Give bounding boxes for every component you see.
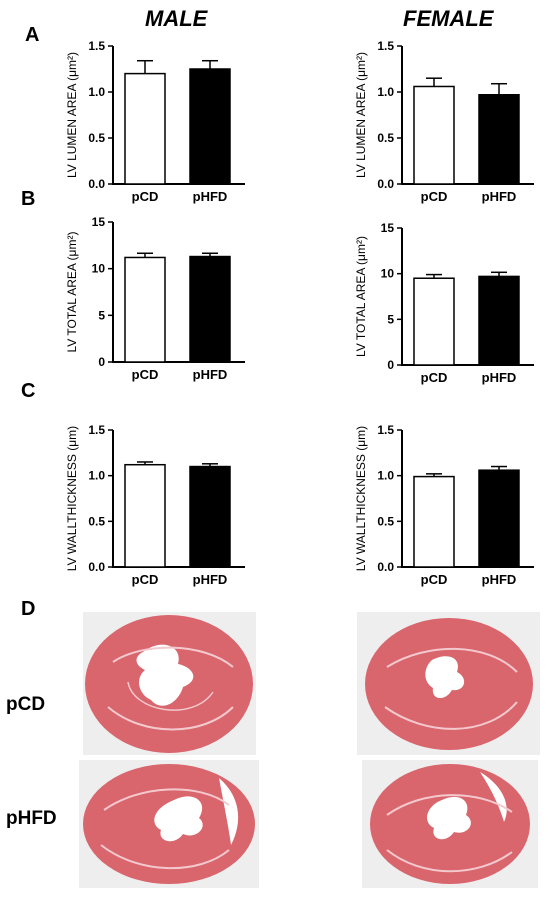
total-female-category-label: pHFD <box>482 370 517 385</box>
wall-male-y-tick-label: 1.5 <box>88 423 105 437</box>
lumen-female-bar-pCD <box>413 85 455 185</box>
panel-letter-a: A <box>25 24 40 46</box>
lumen-female-y-axis-title: LV LUMEN AREA (μm²) <box>354 52 368 178</box>
total-male-category-label: pHFD <box>193 367 228 382</box>
total-male-y-tick-label: 0 <box>98 355 105 369</box>
wall-female-y-tick-label: 0.5 <box>377 514 394 528</box>
total-female-y-tick-label: 10 <box>381 267 395 281</box>
histology-row-label-phfd: pHFD <box>6 808 57 829</box>
lumen-male-bar-pHFD <box>189 68 231 185</box>
lumen-male-y-tick-label: 0.5 <box>88 131 105 145</box>
total-male-bar-pCD <box>124 256 166 363</box>
wall-female-bar-pHFD <box>478 469 520 568</box>
wall-female-bar-pCD <box>413 475 455 568</box>
wall-male-category-label: pHFD <box>193 572 228 587</box>
wall-female-y-tick-label: 1.5 <box>377 423 394 437</box>
wall-male-y-tick-label: 1.0 <box>88 469 105 483</box>
histology-row-label-pcd: pCD <box>6 694 46 715</box>
total-female-y-tick-label: 5 <box>387 312 394 326</box>
total-male-y-tick-label: 10 <box>92 262 106 276</box>
panel-letter-d: D <box>21 598 36 620</box>
total-female-category-label: pCD <box>421 370 448 385</box>
wall-male-y-tick-label: 0.5 <box>88 514 105 528</box>
wall-female-category-label: pCD <box>421 572 448 587</box>
lumen-male-y-tick-label: 1.0 <box>88 85 105 99</box>
wall-female-y-axis-title: LV WALLTHICKNESS (μm) <box>354 426 368 571</box>
lumen-female-y-tick-label: 1.0 <box>377 85 394 99</box>
total-female-y-tick-label: 15 <box>381 221 395 235</box>
histology-female-pcd <box>357 612 540 755</box>
histology-male-phfd <box>79 760 259 888</box>
lumen-female-y-tick-label: 0.5 <box>377 131 394 145</box>
total-male-y-tick-label: 5 <box>98 308 105 322</box>
histology-male-pcd <box>83 612 256 755</box>
lumen-female-bar-pHFD <box>478 94 520 185</box>
wall-male-y-tick-label: 0.0 <box>88 560 105 574</box>
total-female-bar-pHFD <box>478 275 520 366</box>
wall-male-category-label: pCD <box>132 572 159 587</box>
lumen-male-category-label: pCD <box>132 189 159 204</box>
bar-charts-area: 0.0 0.5 1.0 1.5 LV LUMEN AREA (μm²) pCD pHFD 0.… <box>65 39 534 587</box>
wall-female-y-tick-label: 0.0 <box>377 560 394 574</box>
lumen-male-y-axis-title: LV LUMEN AREA (μm²) <box>65 52 79 178</box>
panel-letter-b: B <box>21 188 36 210</box>
wall-male-y-axis-title: LV WALLTHICKNESS (μm) <box>65 426 79 571</box>
lumen-female-y-tick-label: 1.5 <box>377 39 394 53</box>
male-title: MALE <box>145 6 208 31</box>
panel-letter-c: C <box>21 380 36 402</box>
wall-male-bar-pCD <box>124 463 166 568</box>
total-male-y-axis-title: LV TOTAL AREA (μm²) <box>65 232 79 353</box>
lumen-male-y-tick-label: 1.5 <box>88 39 105 53</box>
total-female-y-axis-title: LV TOTAL AREA (μm²) <box>354 236 368 357</box>
lumen-female-y-tick-label: 0.0 <box>377 177 394 191</box>
lumen-male-y-tick-label: 0.0 <box>88 177 105 191</box>
total-male-category-label: pCD <box>132 367 159 382</box>
lumen-female-category-label: pCD <box>421 189 448 204</box>
total-male-bar-pHFD <box>189 255 231 363</box>
wall-female-y-tick-label: 1.0 <box>377 469 394 483</box>
lumen-male-category-label: pHFD <box>193 189 228 204</box>
total-male-y-tick-label: 15 <box>92 215 106 229</box>
total-female-y-tick-label: 0 <box>387 358 394 372</box>
lumen-female-category-label: pHFD <box>482 189 517 204</box>
female-title: FEMALE <box>403 6 494 31</box>
total-female-bar-pCD <box>413 277 455 366</box>
histology-female-phfd <box>362 760 538 888</box>
wall-female-category-label: pHFD <box>482 572 517 587</box>
lumen-male-bar-pCD <box>124 72 166 185</box>
wall-male-bar-pHFD <box>189 465 231 568</box>
